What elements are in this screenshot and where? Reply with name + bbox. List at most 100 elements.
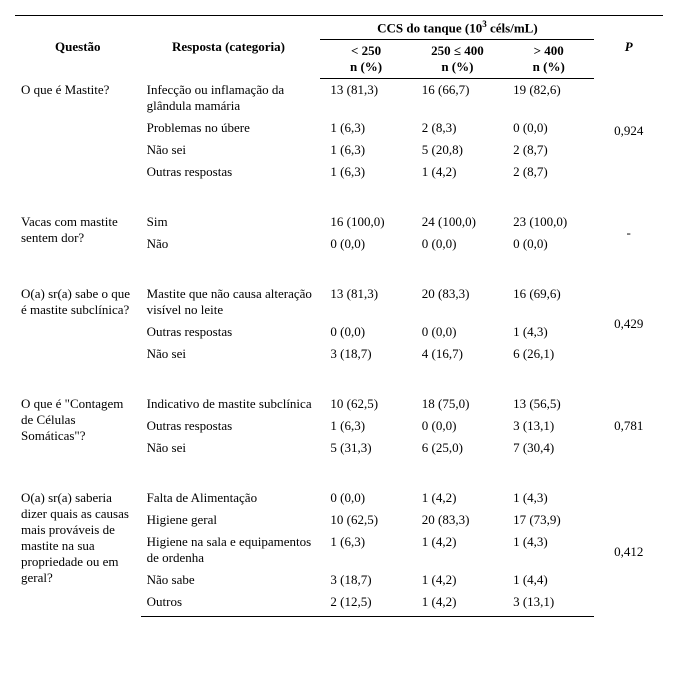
value-cell: 20 (83,3) [412, 283, 503, 321]
data-table: Questão Resposta (categoria) CCS do tanq… [15, 15, 663, 617]
value-cell: 4 (16,7) [412, 343, 503, 365]
value-cell: 1 (4,2) [412, 569, 503, 591]
p-value-cell: 0,429 [594, 283, 663, 365]
p-value-cell: 0,781 [594, 393, 663, 459]
p-value-cell: 0,412 [594, 487, 663, 617]
col-questao-header: Questão [15, 16, 141, 79]
value-cell: 18 (75,0) [412, 393, 503, 415]
response-cell: Infecção ou inflamação da glândula mamár… [141, 79, 321, 117]
col3-range: > 400 [534, 43, 564, 58]
value-cell: 1 (4,2) [412, 531, 503, 569]
value-cell: 0 (0,0) [412, 233, 503, 255]
value-cell: 13 (81,3) [320, 283, 411, 321]
value-cell: 10 (62,5) [320, 509, 411, 531]
question-cell: O(a) sr(a) sabe o que é mastite subclíni… [15, 283, 141, 365]
value-cell: 17 (73,9) [503, 509, 594, 531]
question-cell: O que é "Contagem de Células Somáticas"? [15, 393, 141, 459]
group-spacer [15, 255, 663, 283]
value-cell: 2 (8,7) [503, 161, 594, 183]
table-row: O que é "Contagem de Células Somáticas"?… [15, 393, 663, 415]
response-cell: Outras respostas [141, 161, 321, 183]
value-cell: 19 (82,6) [503, 79, 594, 117]
value-cell: 6 (26,1) [503, 343, 594, 365]
col2-npct: n (%) [441, 59, 473, 74]
value-cell: 1 (4,3) [503, 531, 594, 569]
response-cell: Outras respostas [141, 415, 321, 437]
value-cell: 1 (4,2) [412, 487, 503, 509]
value-cell: 23 (100,0) [503, 211, 594, 233]
table-row: O(a) sr(a) sabe o que é mastite subclíni… [15, 283, 663, 321]
value-cell: 2 (8,3) [412, 117, 503, 139]
value-cell: 5 (31,3) [320, 437, 411, 459]
value-cell: 6 (25,0) [412, 437, 503, 459]
col1-npct: n (%) [350, 59, 382, 74]
value-cell: 0 (0,0) [320, 487, 411, 509]
response-cell: Não [141, 233, 321, 255]
value-cell: 16 (66,7) [412, 79, 503, 117]
response-cell: Falta de Alimentação [141, 487, 321, 509]
value-cell: 1 (6,3) [320, 531, 411, 569]
group-spacer [15, 459, 663, 487]
response-cell: Não sei [141, 139, 321, 161]
response-cell: Não sei [141, 437, 321, 459]
value-cell: 1 (4,4) [503, 569, 594, 591]
col-resposta-header: Resposta (categoria) [141, 16, 321, 79]
value-cell: 3 (18,7) [320, 343, 411, 365]
value-cell: 3 (13,1) [503, 591, 594, 617]
response-cell: Não sei [141, 343, 321, 365]
value-cell: 0 (0,0) [503, 233, 594, 255]
col2-range: 250 ≤ 400 [431, 43, 484, 58]
table-body: O que é Mastite?Infecção ou inflamação d… [15, 79, 663, 617]
table-row: O que é Mastite?Infecção ou inflamação d… [15, 79, 663, 117]
value-cell: 10 (62,5) [320, 393, 411, 415]
response-cell: Sim [141, 211, 321, 233]
table-row: Vacas com mastite sentem dor?Sim16 (100,… [15, 211, 663, 233]
question-cell: Vacas com mastite sentem dor? [15, 211, 141, 255]
value-cell: 1 (4,3) [503, 321, 594, 343]
value-cell: 0 (0,0) [320, 233, 411, 255]
value-cell: 1 (4,2) [412, 161, 503, 183]
value-cell: 16 (69,6) [503, 283, 594, 321]
value-cell: 0 (0,0) [412, 415, 503, 437]
value-cell: 3 (18,7) [320, 569, 411, 591]
value-cell: 7 (30,4) [503, 437, 594, 459]
response-cell: Problemas no úbere [141, 117, 321, 139]
question-cell: O(a) sr(a) saberia dizer quais as causas… [15, 487, 141, 617]
response-cell: Higiene geral [141, 509, 321, 531]
response-cell: Não sabe [141, 569, 321, 591]
value-cell: 2 (8,7) [503, 139, 594, 161]
value-cell: 0 (0,0) [320, 321, 411, 343]
response-cell: Higiene na sala e equipamentos de ordenh… [141, 531, 321, 569]
ccs-title-post: céls/mL) [487, 20, 538, 35]
value-cell: 16 (100,0) [320, 211, 411, 233]
col-ccs-header: CCS do tanque (103 céls/mL) [320, 16, 594, 40]
value-cell: 20 (83,3) [412, 509, 503, 531]
question-cell: O que é Mastite? [15, 79, 141, 183]
response-cell: Mastite que não causa alteração visível … [141, 283, 321, 321]
response-cell: Indicativo de mastite subclínica [141, 393, 321, 415]
value-cell: 1 (6,3) [320, 161, 411, 183]
value-cell: 13 (81,3) [320, 79, 411, 117]
col-gt400-header: > 400 n (%) [503, 40, 594, 79]
value-cell: 5 (20,8) [412, 139, 503, 161]
value-cell: 1 (6,3) [320, 117, 411, 139]
response-cell: Outros [141, 591, 321, 617]
p-value-cell: - [594, 211, 663, 255]
value-cell: 0 (0,0) [412, 321, 503, 343]
value-cell: 0 (0,0) [503, 117, 594, 139]
response-cell: Outras respostas [141, 321, 321, 343]
value-cell: 13 (56,5) [503, 393, 594, 415]
col-250-400-header: 250 ≤ 400 n (%) [412, 40, 503, 79]
value-cell: 1 (6,3) [320, 139, 411, 161]
value-cell: 1 (6,3) [320, 415, 411, 437]
value-cell: 2 (12,5) [320, 591, 411, 617]
value-cell: 3 (13,1) [503, 415, 594, 437]
col3-npct: n (%) [533, 59, 565, 74]
value-cell: 1 (4,2) [412, 591, 503, 617]
col-p-header: P [594, 16, 663, 79]
value-cell: 24 (100,0) [412, 211, 503, 233]
table-row: O(a) sr(a) saberia dizer quais as causas… [15, 487, 663, 509]
col-lt250-header: < 250 n (%) [320, 40, 411, 79]
ccs-title-pre: CCS do tanque (10 [377, 20, 482, 35]
p-value-cell: 0,924 [594, 79, 663, 183]
